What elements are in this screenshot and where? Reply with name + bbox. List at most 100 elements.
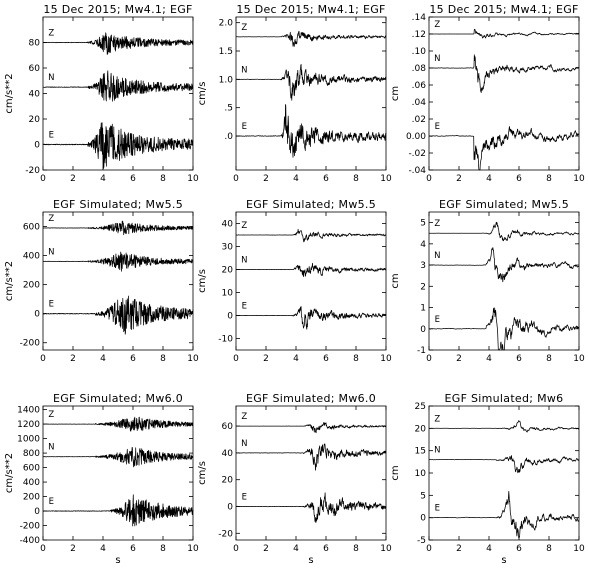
x-tick-label: 10 [573, 354, 585, 364]
x-tick-label: 6 [323, 174, 329, 184]
trace-e [235, 104, 387, 158]
y-tick-label: 200 [23, 493, 40, 503]
x-tick-label: 4 [293, 354, 299, 364]
trace-n [235, 64, 387, 101]
plot-frame [428, 16, 580, 171]
panel-title: 15 Dec 2015; Mw4.1; EGF [43, 3, 192, 16]
x-tick-label: 8 [353, 174, 359, 184]
trace-label-e: E [242, 122, 247, 132]
y-tick-label: 400 [23, 252, 40, 262]
y-tick-label: 20 [222, 266, 234, 276]
trace-z [428, 420, 580, 433]
y-tick-label: 40 [29, 90, 41, 100]
trace-z [428, 28, 580, 39]
x-tick-label: 4 [293, 544, 299, 554]
y-axis-label: cm/s [197, 82, 208, 106]
y-tick-label: 60 [222, 422, 234, 432]
y-tick-label: -.04 [408, 166, 426, 176]
x-tick-label: 0 [426, 544, 432, 554]
panel-5: EGF Simulated; Mw5.50 2 4 6 8 10-10010203040c… [197, 198, 392, 364]
y-tick-label: .08 [412, 64, 427, 74]
y-axis-label: cm/s [197, 461, 208, 485]
x-tick-label: 2 [456, 544, 462, 554]
y-tick-label: 40 [222, 220, 234, 230]
trace-n [42, 251, 194, 272]
y-tick-label: 5 [420, 491, 426, 501]
trace-label-n: N [434, 251, 440, 261]
y-axis-label: cm/s [197, 269, 208, 293]
trace-label-n: N [48, 247, 54, 257]
x-tick-label: 2 [70, 354, 76, 364]
x-tick-label: 4 [100, 544, 106, 554]
x-tick-label: 6 [516, 544, 522, 554]
y-tick-label: -20 [218, 529, 233, 539]
x-tick-label: 2 [70, 544, 76, 554]
trace-z [428, 221, 580, 242]
panel-2: 15 Dec 2015; Mw4.1; EGF 0 2 4 6 8 10 .0 .5 1.0 1.5… [197, 3, 392, 184]
y-tick-label: .5 [224, 104, 233, 114]
y-axis-label: cm [390, 273, 401, 288]
trace-label-n: N [241, 439, 247, 449]
trace-n [235, 262, 387, 278]
y-tick-label: 10 [222, 289, 234, 299]
trace-label-e: E [435, 315, 440, 325]
x-tick-label: 4 [100, 174, 106, 184]
trace-e [428, 126, 580, 171]
trace-label-e: E [435, 122, 440, 132]
plot-frame [42, 405, 194, 541]
x-tick-label: 8 [546, 174, 552, 184]
plot-frame [235, 16, 387, 171]
y-tick-label: 25 [415, 402, 426, 412]
y-tick-label: 0.00 [406, 132, 426, 142]
y-tick-label: 400 [23, 478, 40, 488]
y-tick-label: 0 [227, 312, 233, 322]
trace-n [428, 54, 580, 93]
trace-label-n: N [48, 73, 54, 83]
y-axis-label: cm/s**2 [4, 73, 15, 113]
y-tick-label: 20 [415, 424, 427, 434]
trace-n [42, 447, 194, 468]
trace-e [42, 295, 194, 335]
y-tick-label: 30 [222, 243, 234, 253]
y-tick-label: 0 [34, 507, 40, 517]
trace-label-z: Z [48, 410, 54, 420]
trace-label-z: Z [241, 412, 247, 422]
panel-7: EGF Simulated; Mw6.0 0 2 4 6 8 10 -400 -200 0 200 4… [4, 392, 199, 566]
x-tick-label: 8 [160, 544, 166, 554]
trace-z [235, 30, 387, 47]
x-tick-label: 2 [456, 174, 462, 184]
trace-label-z: Z [48, 214, 54, 224]
trace-z [42, 416, 194, 432]
x-tick-label: 8 [160, 174, 166, 184]
trace-label-n: N [48, 443, 54, 453]
x-tick-label: 10 [187, 174, 199, 184]
y-tick-label: 20 [29, 115, 41, 125]
trace-label-z: Z [434, 20, 440, 30]
plot-frame [428, 211, 580, 351]
trace-label-n: N [241, 256, 247, 266]
trace-e [428, 307, 580, 351]
x-tick-label: 6 [323, 354, 329, 364]
y-tick-label: 2.0 [219, 19, 234, 29]
trace-n [42, 70, 194, 102]
y-tick-label: 1000 [17, 435, 40, 445]
plot-frame [428, 405, 580, 541]
y-tick-label: 0 [420, 514, 426, 524]
panel-title: EGF Simulated; Mw6 [445, 392, 564, 405]
trace-label-e: E [242, 493, 247, 503]
x-tick-label: 10 [187, 354, 199, 364]
y-axis-label: cm/s**2 [4, 453, 15, 493]
x-tick-label: 8 [546, 544, 552, 554]
y-tick-label: 0 [227, 503, 233, 513]
x-tick-label: 10 [573, 174, 585, 184]
x-tick-label: 0 [426, 354, 432, 364]
y-tick-label: -400 [20, 536, 41, 546]
x-tick-label: 6 [323, 544, 329, 554]
plot-frame [235, 405, 387, 541]
x-tick-label: 4 [293, 174, 299, 184]
x-tick-label: 4 [486, 544, 492, 554]
y-tick-label: 600 [23, 464, 40, 474]
panel-title: EGF Simulated; Mw6.0 [53, 392, 183, 405]
x-tick-label: 10 [380, 354, 392, 364]
x-tick-label: 6 [130, 544, 136, 554]
